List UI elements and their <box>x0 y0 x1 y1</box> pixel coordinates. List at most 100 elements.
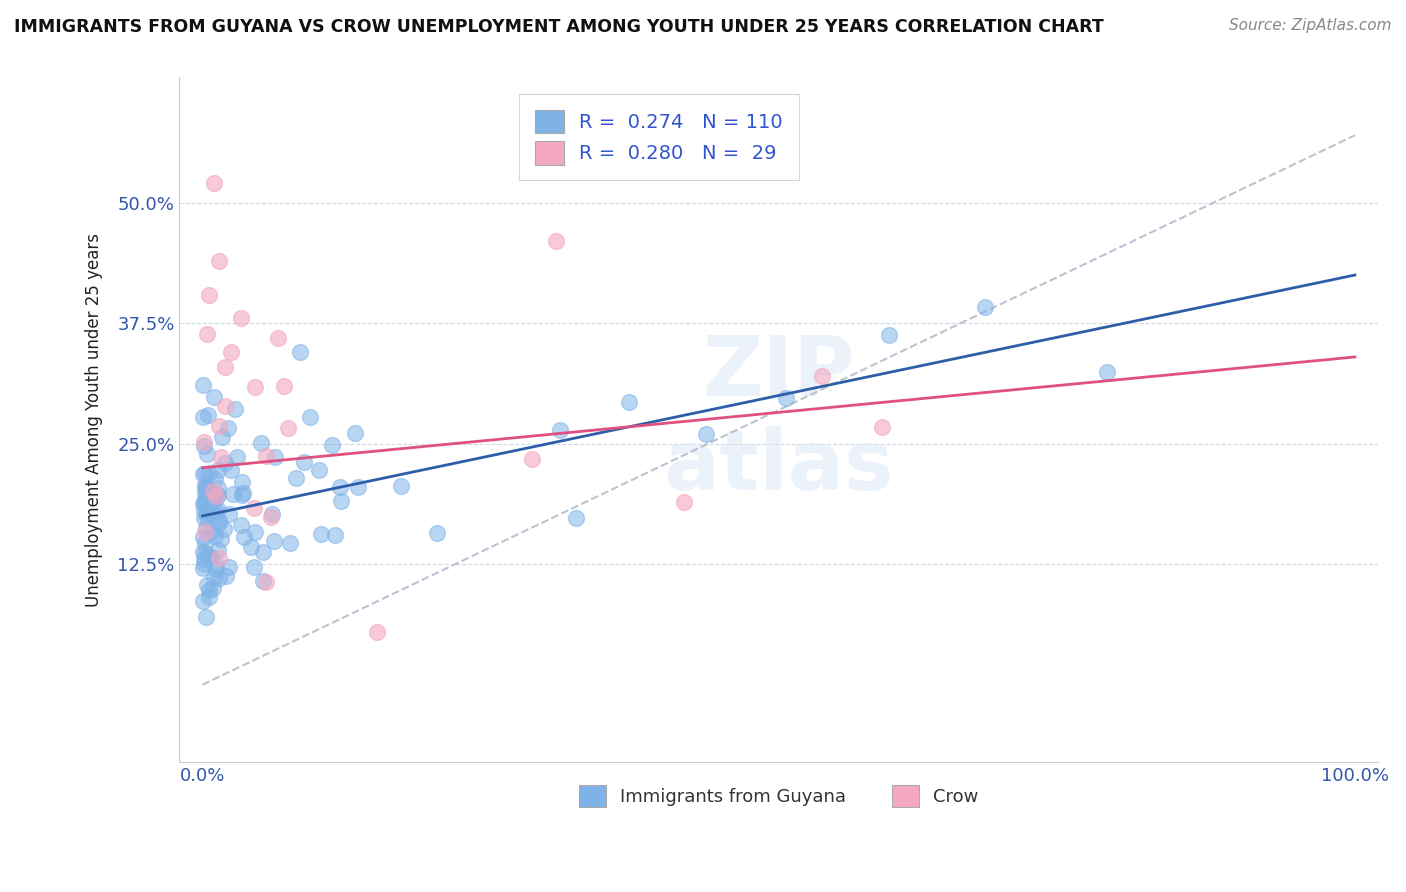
Point <box>870 419 893 434</box>
Point <box>217 421 239 435</box>
Point <box>877 327 900 342</box>
Point <box>520 452 543 467</box>
Point <box>277 420 299 434</box>
Point <box>197 287 219 301</box>
Point <box>195 327 218 342</box>
Point <box>254 575 277 590</box>
Point <box>224 401 246 416</box>
Point <box>263 533 285 548</box>
Point <box>194 536 217 550</box>
Point <box>201 581 224 595</box>
Point <box>695 427 717 442</box>
Point <box>323 528 346 542</box>
Point <box>212 522 235 536</box>
Point <box>202 570 225 584</box>
Point <box>195 483 218 497</box>
Point <box>197 502 219 516</box>
Point <box>229 311 252 326</box>
Point <box>193 495 215 509</box>
Point <box>243 560 266 574</box>
Point <box>193 546 215 560</box>
Point <box>197 408 219 422</box>
Point <box>202 391 225 405</box>
Point <box>259 510 281 524</box>
Point <box>231 475 253 490</box>
Point <box>193 545 215 559</box>
Point <box>204 508 226 522</box>
Point <box>775 391 797 405</box>
Point <box>195 447 218 461</box>
Text: Source: ZipAtlas.com: Source: ZipAtlas.com <box>1229 18 1392 33</box>
Point <box>194 481 217 495</box>
Point <box>208 571 231 585</box>
Point <box>195 499 218 513</box>
Point <box>309 527 332 541</box>
Point <box>426 525 449 540</box>
Point <box>194 508 217 522</box>
Point <box>193 497 215 511</box>
Point <box>208 551 231 566</box>
Point <box>197 466 219 480</box>
Point <box>191 530 214 544</box>
Point <box>207 487 229 501</box>
Point <box>565 511 588 525</box>
Point <box>194 492 217 507</box>
Point <box>194 521 217 535</box>
Point <box>209 450 232 464</box>
Point <box>202 177 225 191</box>
Point <box>193 439 215 453</box>
Point <box>245 380 267 394</box>
Point <box>288 344 311 359</box>
Point <box>548 423 571 437</box>
Point <box>193 557 215 571</box>
Point <box>673 494 696 508</box>
Point <box>278 536 301 550</box>
Point <box>208 419 231 434</box>
Point <box>191 561 214 575</box>
Point <box>200 498 222 512</box>
Point <box>254 449 277 463</box>
Point <box>195 610 218 624</box>
Point <box>201 483 224 498</box>
Point <box>194 487 217 501</box>
Point <box>292 455 315 469</box>
Point <box>973 300 995 314</box>
Text: IMMIGRANTS FROM GUYANA VS CROW UNEMPLOYMENT AMONG YOUTH UNDER 25 YEARS CORRELATI: IMMIGRANTS FROM GUYANA VS CROW UNEMPLOYM… <box>14 18 1104 36</box>
Point <box>285 471 308 485</box>
Point <box>197 550 219 565</box>
Point <box>321 438 343 452</box>
Point <box>226 450 249 465</box>
Point <box>207 462 229 476</box>
Point <box>1097 365 1119 379</box>
Point <box>193 510 215 524</box>
Point <box>194 481 217 495</box>
Point <box>544 235 567 249</box>
Point <box>243 524 266 539</box>
Point <box>262 508 284 522</box>
Text: ZIP
atlas: ZIP atlas <box>664 332 894 507</box>
Point <box>195 494 218 508</box>
Point <box>328 480 350 494</box>
Point <box>218 560 240 574</box>
Point <box>193 525 215 540</box>
Point <box>198 491 221 506</box>
Point <box>214 399 236 413</box>
Point <box>347 480 370 494</box>
Point <box>195 578 218 592</box>
Point <box>201 525 224 540</box>
Point <box>214 456 236 470</box>
Point <box>218 508 240 522</box>
Point <box>617 394 640 409</box>
Point <box>273 379 295 393</box>
Point <box>252 545 274 559</box>
Point <box>233 530 256 544</box>
Point <box>343 425 366 440</box>
Point <box>811 369 834 384</box>
Point <box>211 430 233 444</box>
Point <box>219 463 242 477</box>
Point <box>193 378 215 392</box>
Point <box>205 562 228 576</box>
Point <box>214 359 236 374</box>
Point <box>208 516 231 530</box>
Point <box>221 345 243 359</box>
